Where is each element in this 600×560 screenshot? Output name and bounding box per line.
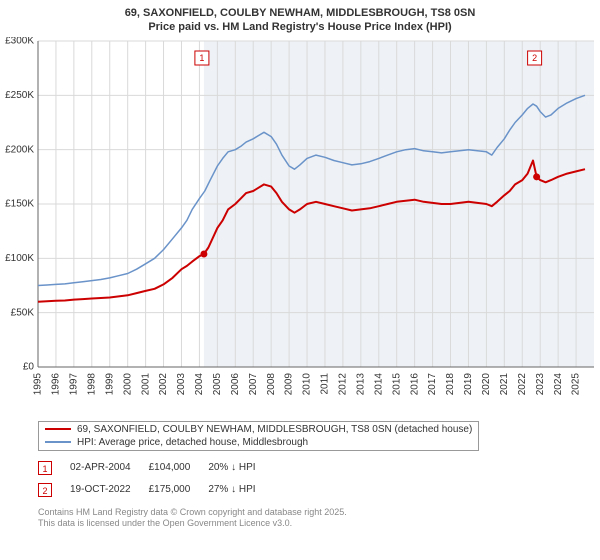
legend-item: HPI: Average price, detached house, Midd… xyxy=(45,436,472,449)
legend-item: 69, SAXONFIELD, COULBY NEWHAM, MIDDLESBR… xyxy=(45,423,472,436)
svg-text:£150K: £150K xyxy=(5,198,34,209)
footer-line-2: This data is licensed under the Open Gov… xyxy=(38,518,600,530)
svg-text:2021: 2021 xyxy=(499,372,510,395)
svg-text:2006: 2006 xyxy=(230,372,241,395)
svg-text:2008: 2008 xyxy=(266,372,277,395)
svg-text:2009: 2009 xyxy=(284,372,295,395)
svg-text:1996: 1996 xyxy=(51,372,62,395)
svg-text:2: 2 xyxy=(532,52,537,62)
svg-text:2022: 2022 xyxy=(517,372,528,395)
sale-row: 2 19-OCT-2022£175,00027% ↓ HPI xyxy=(38,479,274,501)
svg-text:2025: 2025 xyxy=(571,372,582,395)
sale-row: 1 02-APR-2004£104,00020% ↓ HPI xyxy=(38,457,274,479)
legend-label: HPI: Average price, detached house, Midd… xyxy=(77,437,308,448)
legend-box: 69, SAXONFIELD, COULBY NEWHAM, MIDDLESBR… xyxy=(39,421,479,450)
svg-text:2004: 2004 xyxy=(194,372,205,395)
svg-text:2011: 2011 xyxy=(320,372,331,394)
svg-text:1995: 1995 xyxy=(33,372,44,395)
footer: Contains HM Land Registry data © Crown c… xyxy=(38,507,600,530)
sale-marker: 1 xyxy=(38,461,52,475)
sales-table: 1 02-APR-2004£104,00020% ↓ HPI 2 19-OCT-202… xyxy=(38,457,274,501)
svg-text:2024: 2024 xyxy=(553,372,564,395)
svg-text:2016: 2016 xyxy=(409,372,420,395)
svg-text:2007: 2007 xyxy=(248,372,259,395)
svg-text:2019: 2019 xyxy=(463,372,474,395)
svg-text:£200K: £200K xyxy=(5,144,34,155)
svg-text:£0: £0 xyxy=(23,361,35,372)
svg-text:£100K: £100K xyxy=(5,253,34,264)
sale-delta: 27% ↓ HPI xyxy=(208,479,273,501)
svg-text:2012: 2012 xyxy=(338,372,349,395)
title-line-2: Price paid vs. HM Land Registry's House … xyxy=(0,20,600,34)
legend-swatch xyxy=(45,441,71,443)
svg-text:£50K: £50K xyxy=(11,307,35,318)
chart-area: £0 £50K £100K £150K £200K £250K £300K 1995 1996 1… xyxy=(0,37,600,417)
legend-label: 69, SAXONFIELD, COULBY NEWHAM, MIDDLESBR… xyxy=(77,424,472,435)
svg-text:2020: 2020 xyxy=(481,372,492,395)
svg-text:2005: 2005 xyxy=(212,372,223,395)
line-chart-svg: £0 £50K £100K £150K £200K £250K £300K 1995 1996 1… xyxy=(0,37,600,417)
svg-text:2023: 2023 xyxy=(535,372,546,395)
svg-text:1998: 1998 xyxy=(86,372,97,395)
sale-marker: 2 xyxy=(38,483,52,497)
svg-text:2002: 2002 xyxy=(158,372,169,395)
svg-text:2018: 2018 xyxy=(445,372,456,395)
svg-text:2017: 2017 xyxy=(427,372,438,395)
legend: 69, SAXONFIELD, COULBY NEWHAM, MIDDLESBR… xyxy=(38,421,479,451)
svg-text:2001: 2001 xyxy=(140,372,151,395)
svg-text:2014: 2014 xyxy=(373,372,384,395)
svg-text:2015: 2015 xyxy=(391,372,402,395)
svg-text:2000: 2000 xyxy=(122,372,133,395)
sale-price: £104,000 xyxy=(149,457,209,479)
svg-text:1: 1 xyxy=(199,52,204,62)
footer-line-1: Contains HM Land Registry data © Crown c… xyxy=(38,507,600,519)
svg-text:£300K: £300K xyxy=(5,37,34,47)
svg-text:2013: 2013 xyxy=(355,372,366,395)
svg-text:2003: 2003 xyxy=(176,372,187,395)
svg-text:1999: 1999 xyxy=(104,372,115,395)
chart-container: 69, SAXONFIELD, COULBY NEWHAM, MIDDLESBR… xyxy=(0,0,600,560)
sale-date: 02-APR-2004 xyxy=(70,457,149,479)
sale-date: 19-OCT-2022 xyxy=(70,479,149,501)
svg-text:2010: 2010 xyxy=(302,372,313,395)
sale-price: £175,000 xyxy=(149,479,209,501)
chart-title-block: 69, SAXONFIELD, COULBY NEWHAM, MIDDLESBR… xyxy=(0,0,600,37)
svg-text:£250K: £250K xyxy=(5,90,34,101)
sale-delta: 20% ↓ HPI xyxy=(208,457,273,479)
svg-text:1997: 1997 xyxy=(69,372,80,395)
title-line-1: 69, SAXONFIELD, COULBY NEWHAM, MIDDLESBR… xyxy=(0,6,600,20)
legend-swatch xyxy=(45,428,71,430)
